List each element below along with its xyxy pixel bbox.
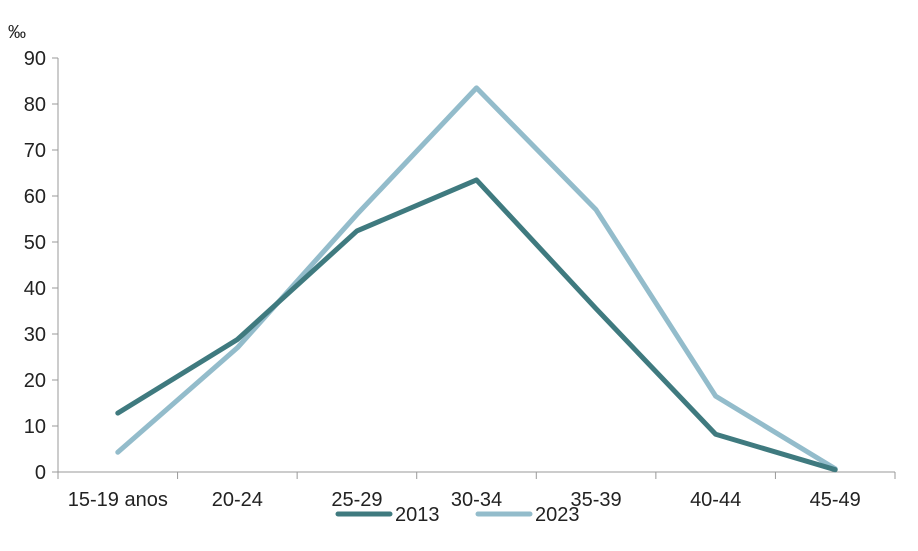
x-axis: 15-19 anos 20-24 25-29 30-34 35-39 40-44 45-49 bbox=[57, 471, 896, 511]
legend-label-2013: 2013 bbox=[395, 504, 440, 526]
y-tick-label: 80 bbox=[24, 94, 46, 116]
y-tick-label: 90 bbox=[24, 48, 46, 70]
y-tick-label: 30 bbox=[24, 324, 46, 346]
y-tick-label: 70 bbox=[24, 140, 46, 162]
y-tick-label: 60 bbox=[24, 186, 46, 208]
y-axis-unit-label: ‰ bbox=[8, 22, 26, 42]
x-tick-label: 15-19 anos bbox=[68, 489, 168, 511]
series-lines bbox=[115, 85, 838, 473]
y-tick-label: 10 bbox=[24, 416, 46, 438]
y-tick-label: 40 bbox=[24, 278, 46, 300]
x-tick-label: 20-24 bbox=[212, 489, 263, 511]
x-tick-label: 30-34 bbox=[451, 489, 502, 511]
y-axis: 0 10 20 30 40 50 60 70 80 90 bbox=[24, 48, 59, 484]
x-tick-label: 40-44 bbox=[690, 489, 741, 511]
series-line-2013 bbox=[115, 177, 838, 473]
legend: 2013 2023 bbox=[335, 504, 580, 526]
x-tick-label: 45-49 bbox=[810, 489, 861, 511]
legend-label-2023: 2023 bbox=[535, 504, 580, 526]
y-tick-label: 0 bbox=[35, 462, 46, 484]
x-tick-label: 25-29 bbox=[331, 489, 382, 511]
y-tick-label: 50 bbox=[24, 232, 46, 254]
series-line-2023 bbox=[115, 85, 838, 472]
y-tick-label: 20 bbox=[24, 370, 46, 392]
x-tick-label: 35-39 bbox=[570, 489, 621, 511]
